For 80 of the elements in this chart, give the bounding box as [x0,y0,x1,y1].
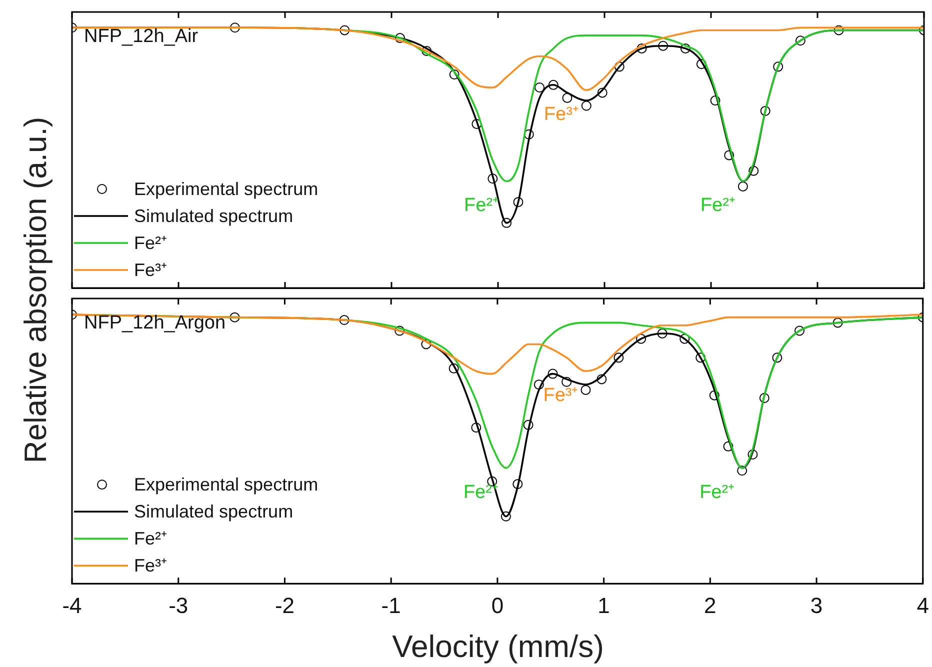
annotation: Fe²⁺ [700,482,734,503]
point [523,420,534,430]
point [421,339,432,350]
point [636,43,647,54]
chart-title: NFP_12h_Air [84,26,199,47]
x-tick-label: 1 [598,592,610,618]
point [597,88,608,98]
point [748,166,759,176]
x-axis-title: Velocity (mm/s) [392,629,604,665]
annotation: Fe³⁺ [544,104,578,126]
point [748,450,758,460]
point [773,62,784,72]
legend-label: Simulated spectrum [134,502,294,522]
point [737,466,748,476]
x-tick-label: -2 [274,592,294,618]
point [339,315,350,326]
x-tick-label: 0 [491,592,504,618]
point [471,422,482,433]
point [500,511,511,522]
point [422,46,432,56]
y-axis-title: Relative absorption (a.u.) [18,116,54,464]
legend-label: Simulated spectrum [134,206,294,226]
point [488,174,498,184]
point [534,380,544,390]
point [449,69,460,80]
legend-label: Experimental spectrum [134,179,318,199]
point [724,150,734,160]
point [709,390,720,400]
x-tick-label: -3 [168,592,188,618]
point [760,106,770,116]
x-tick-label: -1 [381,592,401,618]
point [723,441,734,452]
point [832,318,843,328]
annotation: Fe²⁺ [464,195,499,216]
legend-label: Fe²⁺ [134,528,167,549]
point [502,218,512,228]
point [636,334,646,344]
point [710,96,720,106]
point [512,479,523,490]
point [524,129,534,140]
chart-title: NFP_12h_Argon [84,312,226,334]
point [513,197,524,208]
x-tick-label: 2 [704,592,716,618]
point [680,334,690,344]
point [534,82,545,93]
point [580,384,591,395]
point [680,43,690,54]
point [794,326,805,336]
point [562,92,572,103]
point [696,352,706,363]
legend-label: Fe³⁺ [134,556,167,576]
point [759,393,770,404]
point [614,352,624,363]
annotation: Fe²⁺ [700,195,735,216]
legend-label: Fe³⁺ [134,260,167,280]
point [772,352,782,363]
point [738,181,748,192]
annotation: Fe³⁺ [543,385,578,406]
point [548,80,558,90]
point [448,363,459,374]
point [230,312,240,322]
x-tick-label: 3 [810,592,823,618]
point [562,376,572,387]
point [340,25,350,36]
point [548,368,558,379]
x-tick-label: 4 [916,592,930,618]
legend-label: Fe²⁺ [134,233,167,253]
point [581,100,592,111]
point [657,328,668,338]
point [795,36,806,46]
point [395,33,406,44]
legend-label: Experimental spectrum [134,474,318,495]
point [696,59,706,70]
x-tick-label: -4 [62,592,82,618]
point [614,62,624,72]
point [834,25,844,36]
point [394,326,405,336]
point [658,40,668,51]
point [596,374,607,384]
point [230,22,240,33]
